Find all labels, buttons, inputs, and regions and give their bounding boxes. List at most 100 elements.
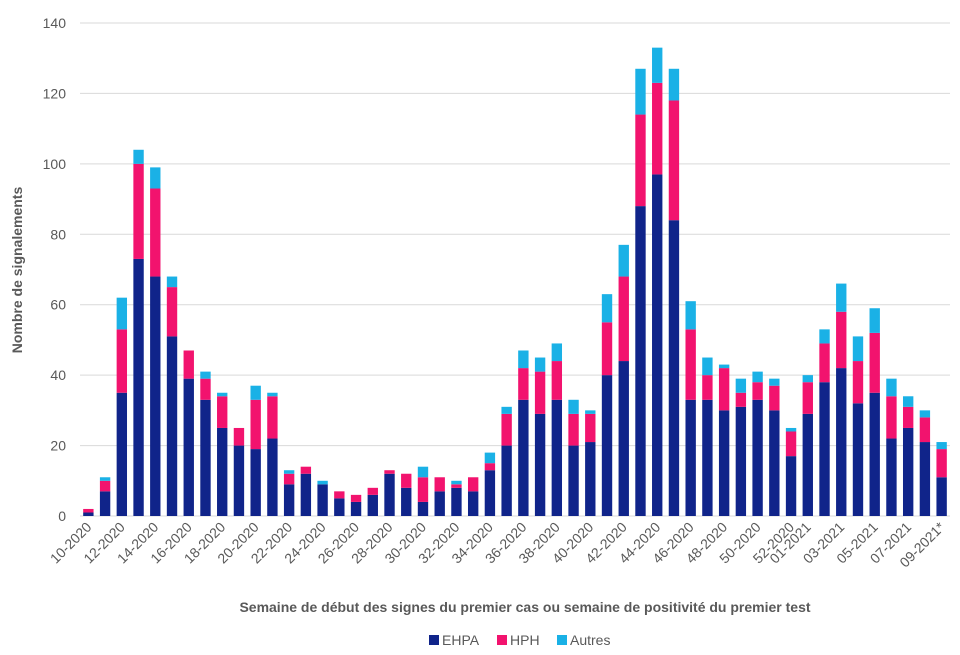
y-tick-label: 20 [50, 438, 66, 454]
bar-segment [434, 491, 445, 516]
bar-segment [601, 294, 613, 323]
bar-segment [417, 477, 429, 502]
bar-segment [836, 368, 847, 516]
bar-segment [886, 396, 897, 439]
bar-segment [484, 463, 496, 471]
bar-segment [166, 276, 178, 288]
bar-segment [99, 477, 111, 481]
bar-segment [451, 484, 462, 488]
bar-segment [718, 410, 730, 516]
bar-segment [735, 378, 747, 393]
bar-segment [618, 276, 629, 362]
bar-segment [116, 297, 128, 330]
bar-segment [484, 452, 496, 464]
bar-segment [819, 343, 830, 383]
bar-segment [819, 382, 830, 516]
bar-segment [267, 396, 278, 439]
bar-segment [99, 491, 111, 516]
bar-segment [652, 174, 663, 516]
bar-segment [568, 413, 579, 446]
bar-segment [668, 220, 680, 516]
bar-segment [702, 357, 713, 376]
legend-swatch [497, 635, 507, 645]
bar-segment [534, 371, 546, 414]
bar-segment [836, 283, 847, 312]
bar-segment [233, 445, 245, 516]
bar-segment [585, 442, 596, 516]
bar-segment [785, 456, 797, 516]
bar-segment [652, 47, 663, 83]
bar-segment [150, 276, 161, 516]
bar-segment [886, 378, 897, 397]
bar-segment [551, 361, 563, 400]
bar-segment [685, 329, 696, 400]
bar-segment [501, 445, 512, 516]
bar-segment [785, 427, 797, 432]
legend-swatch [429, 635, 439, 645]
bar-segment [635, 68, 646, 115]
bar-segment [819, 329, 830, 344]
bar-segment [702, 375, 713, 400]
y-tick-label: 0 [58, 508, 66, 524]
bar-segment [769, 378, 780, 386]
bar-segment [451, 480, 462, 485]
bar-segment [417, 501, 429, 516]
bar-segment [183, 350, 194, 379]
bar-segment [585, 413, 596, 443]
bar-segment [919, 410, 931, 418]
bar-segment [518, 350, 529, 369]
bar-segment [283, 473, 295, 485]
bar-segment [267, 392, 278, 397]
bar-segment [217, 396, 228, 428]
bar-segment [752, 382, 763, 400]
bar-segment [283, 484, 295, 516]
bar-segment [902, 427, 914, 516]
bar-segment [802, 382, 813, 414]
bar-segment [133, 258, 144, 516]
bar-segment [752, 399, 763, 516]
legend-label: Autres [570, 632, 610, 648]
bar-segment [685, 301, 696, 330]
bar-segment [367, 487, 378, 495]
bar-segment [836, 311, 847, 369]
bar-segment [501, 406, 512, 414]
bar-segment [869, 308, 880, 333]
bar-segment [467, 491, 479, 516]
bar-segment [685, 399, 696, 516]
bar-segment [869, 332, 880, 393]
bar-segment [200, 399, 211, 516]
legend-label: EHPA [442, 632, 480, 648]
bar-segment [601, 322, 613, 376]
bar-segment [83, 512, 94, 516]
bar-segment [317, 480, 328, 485]
bar-segment [518, 368, 529, 400]
bar-segment [267, 438, 278, 516]
bar-segment [919, 442, 931, 516]
bar-segment [936, 442, 947, 450]
bar-segment [250, 399, 261, 450]
bar-segment [668, 68, 680, 101]
bar-segment [116, 329, 128, 393]
bar-segment [401, 473, 412, 488]
bar-segment [785, 431, 797, 457]
bar-segment [902, 396, 914, 407]
bar-segment [334, 491, 345, 499]
bar-segment [384, 473, 395, 516]
bar-segment [702, 399, 713, 516]
bar-segment [534, 413, 546, 516]
bar-segment [99, 480, 111, 492]
bar-segment [451, 487, 462, 516]
bar-segment [652, 82, 663, 175]
bar-segment [735, 392, 747, 407]
bar-segment [902, 406, 914, 428]
bar-segment [334, 498, 345, 516]
bar-segment [735, 406, 747, 516]
bar-segment [417, 466, 429, 478]
bar-segment [635, 206, 646, 516]
bar-segment [283, 470, 295, 474]
bar-segment [718, 364, 730, 369]
bar-segment [317, 484, 328, 516]
bar-segment [166, 336, 178, 516]
bar-segment [769, 385, 780, 411]
